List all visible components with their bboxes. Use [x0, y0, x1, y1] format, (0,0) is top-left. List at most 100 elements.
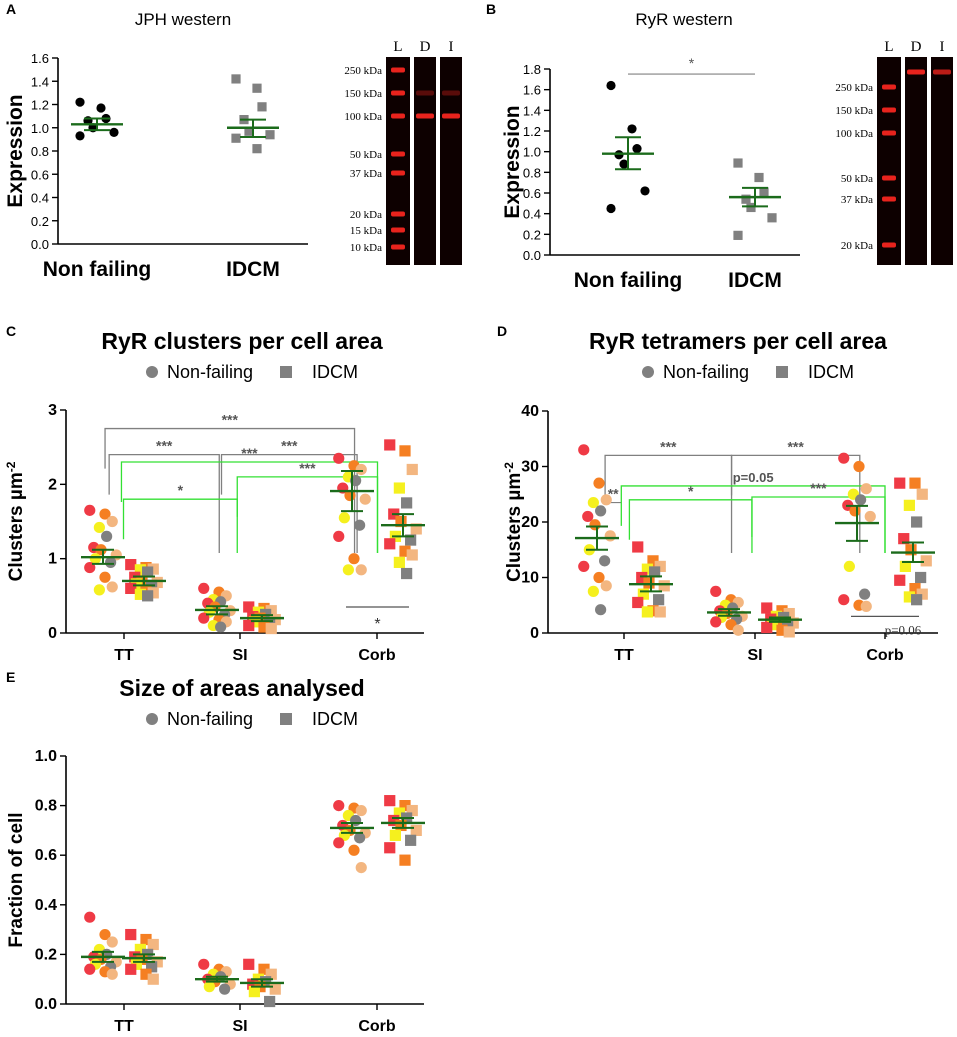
- legend-circle-marker: [642, 366, 654, 378]
- data-point: [641, 606, 653, 618]
- y-tick-label: 40: [521, 403, 539, 420]
- data-point: [134, 943, 146, 956]
- data-point: [733, 158, 743, 168]
- significance-label: ***: [810, 480, 827, 496]
- data-point: [746, 202, 756, 213]
- data-point: [265, 968, 277, 980]
- y-axis-label: Expression: [4, 94, 27, 207]
- data-point: [359, 493, 371, 505]
- significance-label: ***: [299, 460, 316, 476]
- ladder-band: [391, 67, 405, 73]
- data-point: [338, 512, 350, 524]
- ladder-band: [882, 175, 896, 181]
- significance-label: *: [689, 55, 695, 71]
- data-point: [147, 938, 159, 951]
- lane-label: D: [911, 39, 922, 55]
- data-point: [909, 583, 921, 595]
- data-point: [916, 488, 928, 500]
- data-point: [593, 571, 605, 584]
- data-point: [130, 578, 142, 590]
- significance-label: ***: [787, 438, 804, 454]
- sample-band: [933, 69, 951, 75]
- data-point: [147, 563, 159, 575]
- data-point: [142, 566, 154, 578]
- data-point: [125, 559, 137, 571]
- panel-e: E Size of areas analysed Non-failing IDCM 0.…: [6, 669, 425, 1035]
- western-blot-a: L D I 250 kDa 150 kDa 100 kDa 50 kDa 37 kDa 20 k…: [344, 39, 462, 265]
- sample-band: [416, 90, 434, 96]
- lane-label: I: [449, 39, 454, 55]
- data-point: [759, 187, 769, 197]
- data-point: [355, 463, 367, 476]
- panel-label: B: [486, 1, 496, 17]
- data-point: [894, 574, 906, 586]
- y-axis-label: Fraction of cell: [6, 812, 27, 947]
- data-point: [252, 83, 262, 93]
- data-point: [401, 567, 413, 580]
- data-point: [248, 986, 260, 998]
- data-point: [399, 545, 411, 557]
- significance-bracket: [220, 453, 358, 553]
- data-point: [915, 571, 927, 584]
- x-category-label: Corb: [358, 647, 396, 664]
- data-point: [599, 555, 611, 567]
- data-point: [578, 444, 590, 456]
- y-tick-label: 0: [530, 625, 539, 642]
- panel-label: C: [6, 323, 16, 339]
- significance-label: p=0.05: [733, 470, 774, 485]
- lane-label: D: [420, 39, 431, 55]
- data-point: [75, 131, 85, 141]
- data-point: [354, 832, 366, 844]
- x-category-label: TT: [114, 1018, 134, 1035]
- x-category-label: SI: [232, 1018, 247, 1035]
- lane-label: L: [393, 39, 402, 55]
- data-point: [101, 530, 113, 542]
- y-tick-label: 0.6: [35, 847, 57, 864]
- data-point: [898, 533, 910, 545]
- y-tick-label: 1.0: [35, 748, 57, 765]
- lane-label: I: [940, 39, 945, 55]
- data-point: [333, 452, 345, 464]
- data-point: [853, 460, 865, 473]
- data-point: [653, 594, 665, 606]
- data-point: [333, 800, 345, 812]
- data-point: [647, 605, 659, 617]
- data-point: [203, 981, 215, 993]
- data-point: [106, 581, 118, 593]
- data-point: [654, 606, 666, 618]
- x-category-label: Non failing: [43, 258, 152, 281]
- ladder-label: 10 kDa: [350, 242, 382, 254]
- y-tick-label: 1: [48, 551, 57, 568]
- data-point: [89, 553, 101, 565]
- data-point: [406, 549, 418, 561]
- y-tick-label: 0.4: [35, 897, 57, 914]
- data-point: [146, 961, 158, 973]
- legend-label: IDCM: [312, 709, 358, 729]
- data-point: [864, 510, 876, 523]
- data-point: [134, 588, 146, 600]
- data-point: [405, 834, 417, 846]
- panel-b: B RyR western 0.0 0.2 0.4 0.6 0.8 1.0 1.2 1.4 1.6 1…: [486, 1, 800, 292]
- data-point: [219, 983, 231, 995]
- legend-label: IDCM: [312, 362, 358, 382]
- data-point: [106, 968, 118, 980]
- data-point: [589, 519, 601, 531]
- data-point: [761, 602, 773, 614]
- ladder-band: [391, 211, 405, 217]
- ladder-label: 250 kDa: [344, 65, 382, 77]
- significance-label: *: [688, 483, 694, 499]
- data-point: [855, 494, 867, 506]
- data-point: [129, 951, 141, 963]
- data-point: [265, 130, 275, 140]
- significance-label: *: [374, 616, 380, 633]
- data-point: [658, 580, 670, 592]
- sample-band: [442, 113, 460, 119]
- data-point: [136, 953, 148, 965]
- ladder-label: 50 kDa: [841, 173, 873, 185]
- significance-bracket: [236, 476, 379, 553]
- data-point: [582, 510, 594, 523]
- data-point: [395, 515, 407, 528]
- data-point: [348, 553, 360, 565]
- data-point: [838, 594, 850, 606]
- x-category-label: Corb: [866, 647, 904, 664]
